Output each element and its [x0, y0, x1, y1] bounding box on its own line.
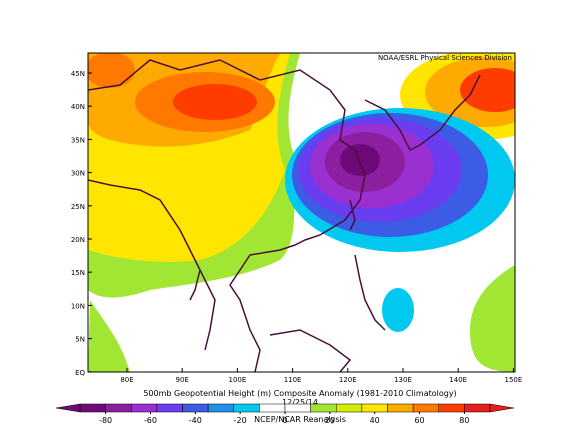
colorbar-arrow — [489, 403, 515, 413]
colorbar-swatch — [438, 403, 465, 413]
date-label: 12/25/14 — [282, 398, 318, 407]
lat-label: 25N — [71, 203, 85, 211]
lat-label: 40N — [71, 103, 85, 111]
colorbar-swatch — [464, 403, 491, 413]
plot-frame — [87, 52, 516, 373]
colorbar-swatch — [387, 403, 414, 413]
coastlines — [88, 59, 481, 372]
lat-label: 10N — [71, 302, 85, 310]
lat-label: 45N — [71, 70, 85, 78]
lat-label: 15N — [71, 269, 85, 277]
colorbar-label: 0 — [282, 416, 287, 425]
credit-label: NCEP/NCAR Reanalysis — [254, 415, 346, 424]
lon-label: 150E — [505, 376, 523, 384]
map-title: 500mb Geopotential Height (m) Composite … — [143, 389, 456, 398]
colorbar-label: 80 — [459, 416, 469, 425]
colorbar-swatch — [182, 403, 209, 413]
colorbar-arrow — [55, 403, 81, 413]
colorbar-label: 20 — [325, 416, 335, 425]
colorbar-swatch — [336, 403, 363, 413]
colorbar-swatch — [131, 403, 158, 413]
colorbar-label: 60 — [414, 416, 424, 425]
colorbar-swatch — [361, 403, 388, 413]
lon-label: 140E — [449, 376, 467, 384]
colorbar-swatch — [79, 403, 106, 413]
lon-label: 120E — [339, 376, 357, 384]
colorbar-swatch — [233, 403, 260, 413]
colorbar-swatch — [207, 403, 234, 413]
lon-label: 130E — [394, 376, 412, 384]
lon-label: 90E — [176, 376, 189, 384]
colorbar-swatch — [259, 403, 286, 413]
lat-label: 30N — [71, 170, 85, 178]
colorbar-label: -20 — [234, 416, 247, 425]
colorbar-label: -40 — [189, 416, 202, 425]
colorbar-swatch — [284, 403, 311, 413]
lon-label: 100E — [229, 376, 247, 384]
colorbar-label: -60 — [144, 416, 157, 425]
anomaly-field — [88, 53, 515, 372]
lat-label: EQ — [75, 369, 85, 377]
colorbar-swatch — [412, 403, 439, 413]
colorbar: -80 -60 -40 -20 0 20 40 60 80 — [55, 403, 515, 425]
source-label: NOAA/ESRL Physical Sciences Division — [378, 54, 512, 62]
lat-label: 20N — [71, 236, 85, 244]
colorbar-label: 40 — [370, 416, 380, 425]
colorbar-swatch — [310, 403, 337, 413]
lon-label: 80E — [120, 376, 133, 384]
lat-label: 35N — [71, 136, 85, 144]
lon-label: 110E — [284, 376, 302, 384]
colorbar-swatch — [105, 403, 132, 413]
colorbar-label: -80 — [99, 416, 112, 425]
colorbar-swatch — [156, 403, 183, 413]
lat-label: 5N — [75, 336, 85, 344]
